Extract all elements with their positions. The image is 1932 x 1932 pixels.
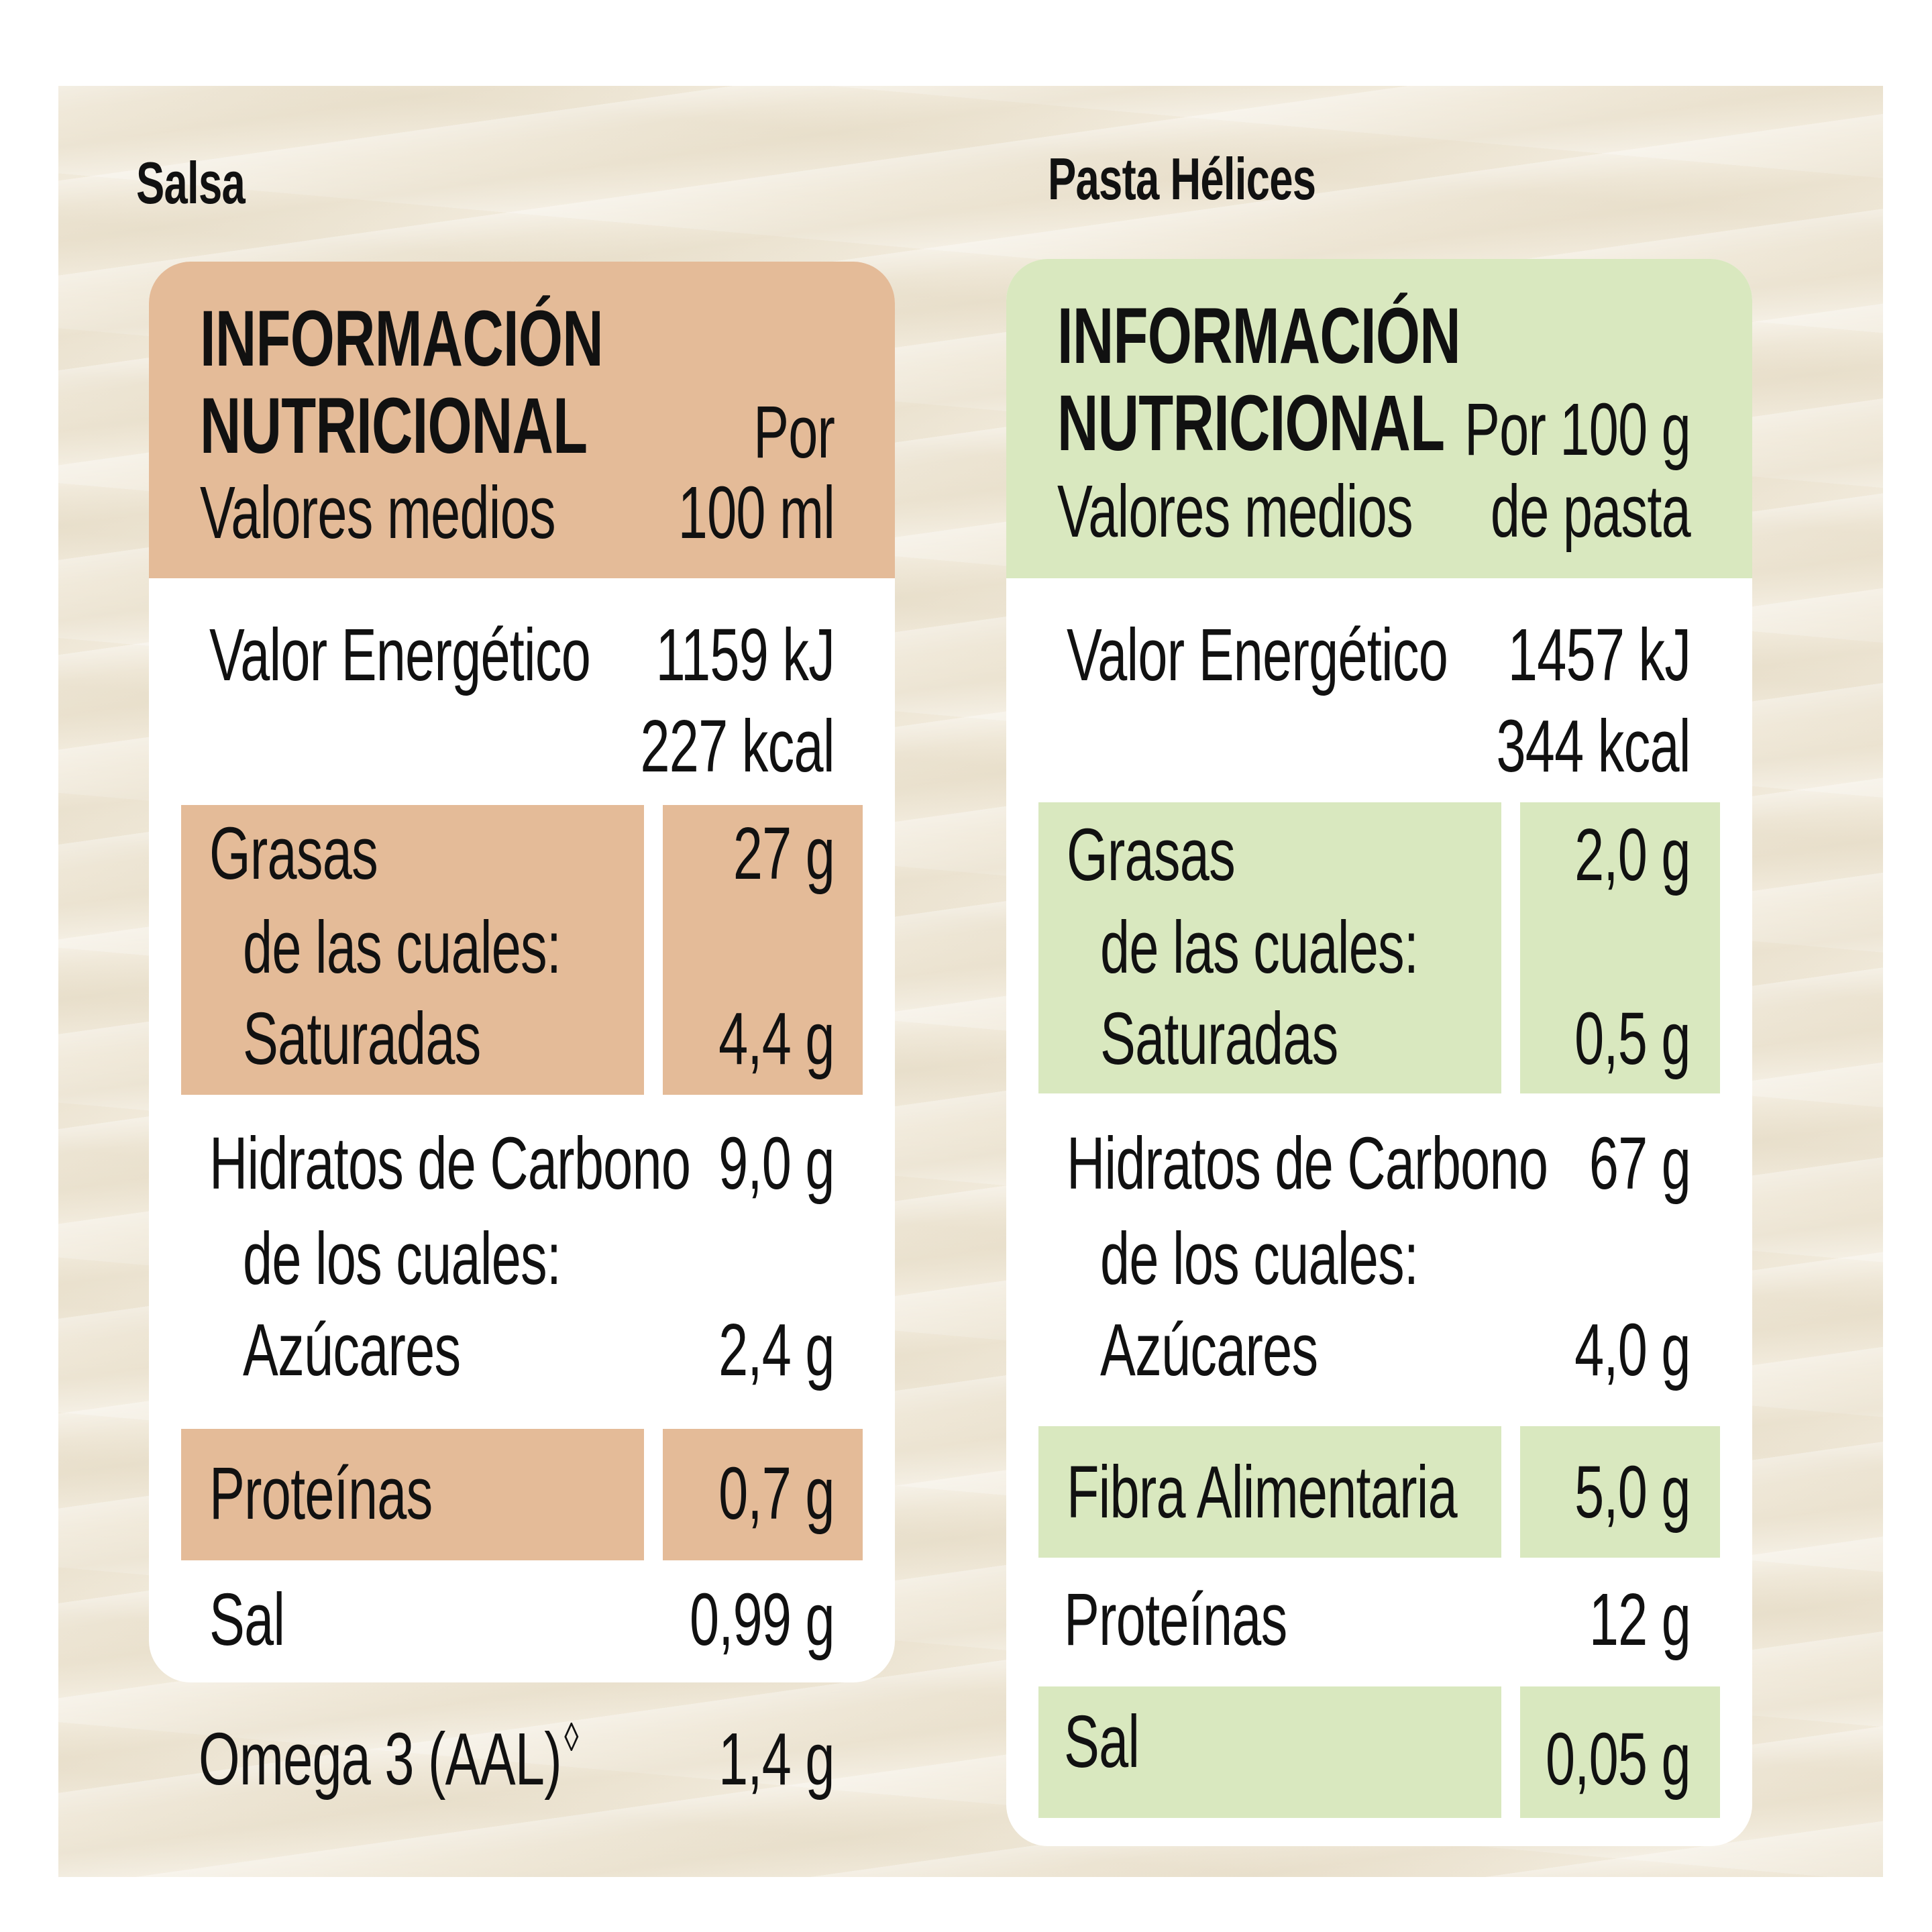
salsa-carbs-sub-label: de los cuales: (243, 1218, 561, 1300)
salsa-energy-kcal: 227 kcal (640, 705, 835, 788)
salsa-omega-label-text: Omega 3 (AAL) (199, 1718, 562, 1801)
salsa-fat-value-band (663, 805, 863, 1095)
salsa-card-header (149, 262, 895, 578)
salsa-omega-label: Omega 3 (AAL)◊ (199, 1717, 579, 1796)
pasta-fat-label-band (1038, 802, 1501, 1093)
salsa-header-title-line1: INFORMACIÓN (200, 294, 604, 383)
pasta-fiber-label: Fibra Alimentaria (1067, 1451, 1458, 1534)
pasta-fat-value: 2,0 g (1574, 814, 1690, 896)
pasta-fat-saturated-value: 0,5 g (1574, 998, 1690, 1080)
salsa-carbs-value: 9,0 g (718, 1122, 835, 1205)
pasta-fiber-value: 5,0 g (1574, 1451, 1690, 1534)
pasta-fiber-label-band (1038, 1426, 1501, 1558)
salsa-protein-label: Proteínas (209, 1452, 433, 1535)
pasta-carbs-sub-label: de los cuales: (1100, 1218, 1419, 1300)
salsa-sugars-label: Azúcares (243, 1309, 461, 1391)
salsa-header-subtitle: Valores medios (200, 472, 556, 554)
salsa-salt-label: Sal (209, 1578, 285, 1661)
pasta-sugars-value: 4,0 g (1574, 1309, 1690, 1391)
salsa-header-title-line2: NUTRICIONAL (200, 382, 588, 470)
salsa-energy-kj: 1159 kJ (655, 614, 835, 696)
pasta-carbs-label: Hidratos de Carbono (1067, 1122, 1548, 1205)
pasta-energy-kj: 1457 kJ (1507, 614, 1691, 696)
salsa-protein-value: 0,7 g (718, 1452, 835, 1535)
salsa-energy-label: Valor Energético (209, 614, 591, 696)
pasta-fat-value-band (1520, 802, 1720, 1093)
salsa-protein-label-band (181, 1429, 644, 1560)
pasta-salt-value-band (1520, 1686, 1720, 1818)
salsa-fat-label: Grasas (209, 812, 378, 895)
pasta-salt-value: 0,05 g (1546, 1718, 1691, 1801)
pasta-fat-saturated-label: Saturadas (1100, 998, 1338, 1080)
salsa-section-title: Salsa (136, 150, 246, 216)
salsa-fat-label-band (181, 805, 644, 1095)
pasta-protein-value: 12 g (1589, 1578, 1691, 1661)
pasta-header-per-line1: Por 100 g (1464, 388, 1691, 471)
pasta-energy-kcal: 344 kcal (1496, 705, 1691, 788)
pasta-fat-label: Grasas (1067, 814, 1236, 896)
salsa-header-per-line2: 100 ml (678, 472, 835, 554)
pasta-header-title-line2: NUTRICIONAL (1057, 379, 1445, 468)
pasta-fat-sub-label: de las cuales: (1100, 906, 1419, 989)
pasta-carbs-value: 67 g (1589, 1122, 1691, 1205)
salsa-protein-value-band (663, 1429, 863, 1560)
salsa-salt-value: 0,99 g (690, 1578, 835, 1661)
salsa-sugars-value: 2,4 g (718, 1309, 835, 1391)
salsa-nutrition-card: INFORMACIÓN NUTRICIONAL Valores medios P… (149, 262, 895, 1682)
salsa-fat-sub-label: de las cuales: (243, 906, 561, 989)
salsa-fat-saturated-label: Saturadas (243, 998, 481, 1080)
pasta-salt-label: Sal (1064, 1701, 1140, 1783)
pasta-salt-label-band (1038, 1686, 1501, 1818)
salsa-carbs-label: Hidratos de Carbono (209, 1122, 691, 1205)
pasta-nutrition-card: INFORMACIÓN NUTRICIONAL Valores medios P… (1006, 259, 1752, 1846)
pasta-header-subtitle: Valores medios (1057, 470, 1413, 553)
pasta-protein-label: Proteínas (1064, 1578, 1287, 1661)
pasta-sugars-label: Azúcares (1100, 1309, 1318, 1391)
pasta-card-header (1006, 259, 1752, 578)
pasta-energy-label: Valor Energético (1067, 614, 1448, 696)
pasta-header-per-line2: de pasta (1490, 470, 1691, 553)
diamond-mark-icon: ◊ (564, 1715, 578, 1760)
pasta-section-title: Pasta Hélices (1048, 146, 1316, 212)
pasta-fiber-value-band (1520, 1426, 1720, 1558)
salsa-fat-value: 27 g (733, 812, 835, 895)
salsa-header-per-line1: Por (753, 391, 835, 474)
salsa-omega-value: 1,4 g (718, 1718, 835, 1801)
salsa-fat-saturated-value: 4,4 g (718, 998, 835, 1080)
pasta-header-title-line1: INFORMACIÓN (1057, 292, 1461, 380)
